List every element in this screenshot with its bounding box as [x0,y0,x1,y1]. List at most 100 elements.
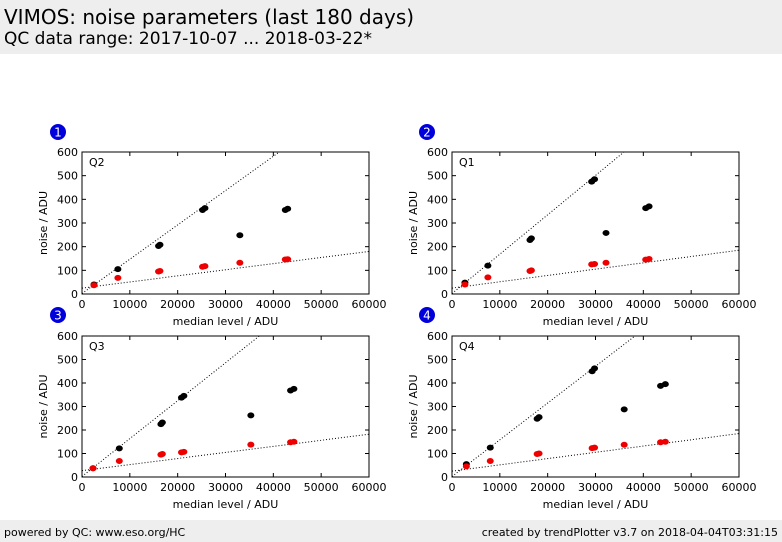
red-data-point [645,255,653,262]
red-data-point [290,438,298,445]
black-data-point [535,414,543,421]
panel-number-badge [50,124,66,140]
x-tick-label: 10000 [112,481,147,494]
y-tick-label: 600 [57,330,78,343]
black-data-point [180,392,188,399]
x-tick-label: 30000 [578,298,613,311]
black-data-point [591,176,599,183]
chart-panel-4: 0 10000 20000 30000 40000 50000 60000 0 100 200 30… [407,307,757,511]
y-tick-label: 200 [427,241,448,254]
plot-area [81,335,370,478]
chart-panel-1: 0 10000 20000 30000 40000 50000 60000 0 100 200 30… [37,124,387,328]
red-data-point [620,441,628,448]
red-data-point [661,438,669,445]
x-tick-label: 0 [449,481,456,494]
x-tick-label: 0 [79,298,86,311]
panel-number: 1 [54,126,62,140]
y-tick-label: 600 [57,146,78,159]
y-tick-label: 500 [427,170,448,183]
y-tick-label: 0 [441,288,448,301]
fit-line-2 [452,249,739,289]
panel-number: 2 [423,126,431,140]
red-data-point [462,463,470,470]
red-data-point [201,263,209,270]
page-subtitle: QC data range: 2017-10-07 ... 2018-03-22… [4,29,373,49]
x-tick-label: 10000 [482,481,517,494]
red-data-point [602,259,610,266]
panel-number: 4 [423,309,431,323]
black-data-point [158,419,166,426]
panel-label: Q4 [459,340,475,353]
y-tick-label: 300 [427,217,448,230]
x-tick-label: 30000 [578,481,613,494]
y-axis-label: noise / ADU [407,374,420,438]
panel-number-badge [50,307,66,323]
x-tick-label: 60000 [352,481,387,494]
y-tick-label: 500 [427,354,448,367]
x-tick-label: 20000 [160,481,195,494]
black-data-point [484,262,492,269]
y-tick-label: 100 [57,264,78,277]
y-tick-label: 400 [57,193,78,206]
y-axis-label: noise / ADU [407,191,420,255]
y-tick-label: 200 [57,424,78,437]
x-tick-label: 50000 [304,481,339,494]
panel-label: Q2 [89,156,105,169]
fit-line-2 [82,433,369,472]
y-tick-label: 500 [57,170,78,183]
black-data-point [201,205,209,212]
black-data-point [602,229,610,236]
red-data-point [236,259,244,266]
x-tick-label: 50000 [304,298,339,311]
black-data-point [591,365,599,372]
chart-panel-2: 0 10000 20000 30000 40000 50000 60000 0 100 200 30… [407,124,757,328]
panel-number: 3 [54,309,62,323]
x-tick-label: 10000 [112,298,147,311]
x-tick-label: 30000 [208,298,243,311]
x-tick-label: 10000 [482,298,517,311]
y-tick-label: 200 [57,241,78,254]
x-tick-label: 60000 [722,481,757,494]
x-tick-label: 0 [79,481,86,494]
panel-label: Q1 [459,156,475,169]
black-data-point [620,406,628,413]
black-data-point [115,445,123,452]
y-axis-label: noise / ADU [37,374,50,438]
x-tick-label: 50000 [674,298,709,311]
footer-timestamp: created by trendPlotter v3.7 on 2018-04-… [481,526,778,539]
y-tick-label: 0 [441,471,448,484]
red-data-point [247,441,255,448]
y-tick-label: 100 [57,448,78,461]
red-data-point [527,267,535,274]
plot-area [81,151,370,295]
plot-area [451,151,740,295]
black-data-point [114,266,122,273]
y-tick-label: 100 [427,264,448,277]
fit-line-2 [452,433,739,472]
chart-panel-3: 0 10000 20000 30000 40000 50000 60000 0 100 200 30… [37,307,387,511]
black-data-point [661,381,669,388]
x-tick-label: 40000 [626,298,661,311]
x-tick-label: 30000 [208,481,243,494]
black-data-point [290,385,298,392]
black-data-point [645,203,653,210]
black-data-point [284,205,292,212]
black-data-point [486,444,494,451]
plot-area [451,335,740,478]
x-axis-label: median level / ADU [543,498,649,511]
x-tick-label: 60000 [352,298,387,311]
y-tick-label: 300 [57,217,78,230]
red-data-point [535,450,543,457]
x-tick-label: 60000 [722,298,757,311]
red-data-point [591,260,599,267]
red-data-point [461,281,469,288]
y-tick-label: 100 [427,448,448,461]
x-axis-label: median level / ADU [173,498,279,511]
page-title: VIMOS: noise parameters (last 180 days) [4,5,415,29]
y-axis-label: noise / ADU [37,191,50,255]
x-tick-label: 40000 [256,298,291,311]
x-axis-label: median level / ADU [173,315,279,328]
red-data-point [486,458,494,465]
y-tick-label: 400 [57,377,78,390]
